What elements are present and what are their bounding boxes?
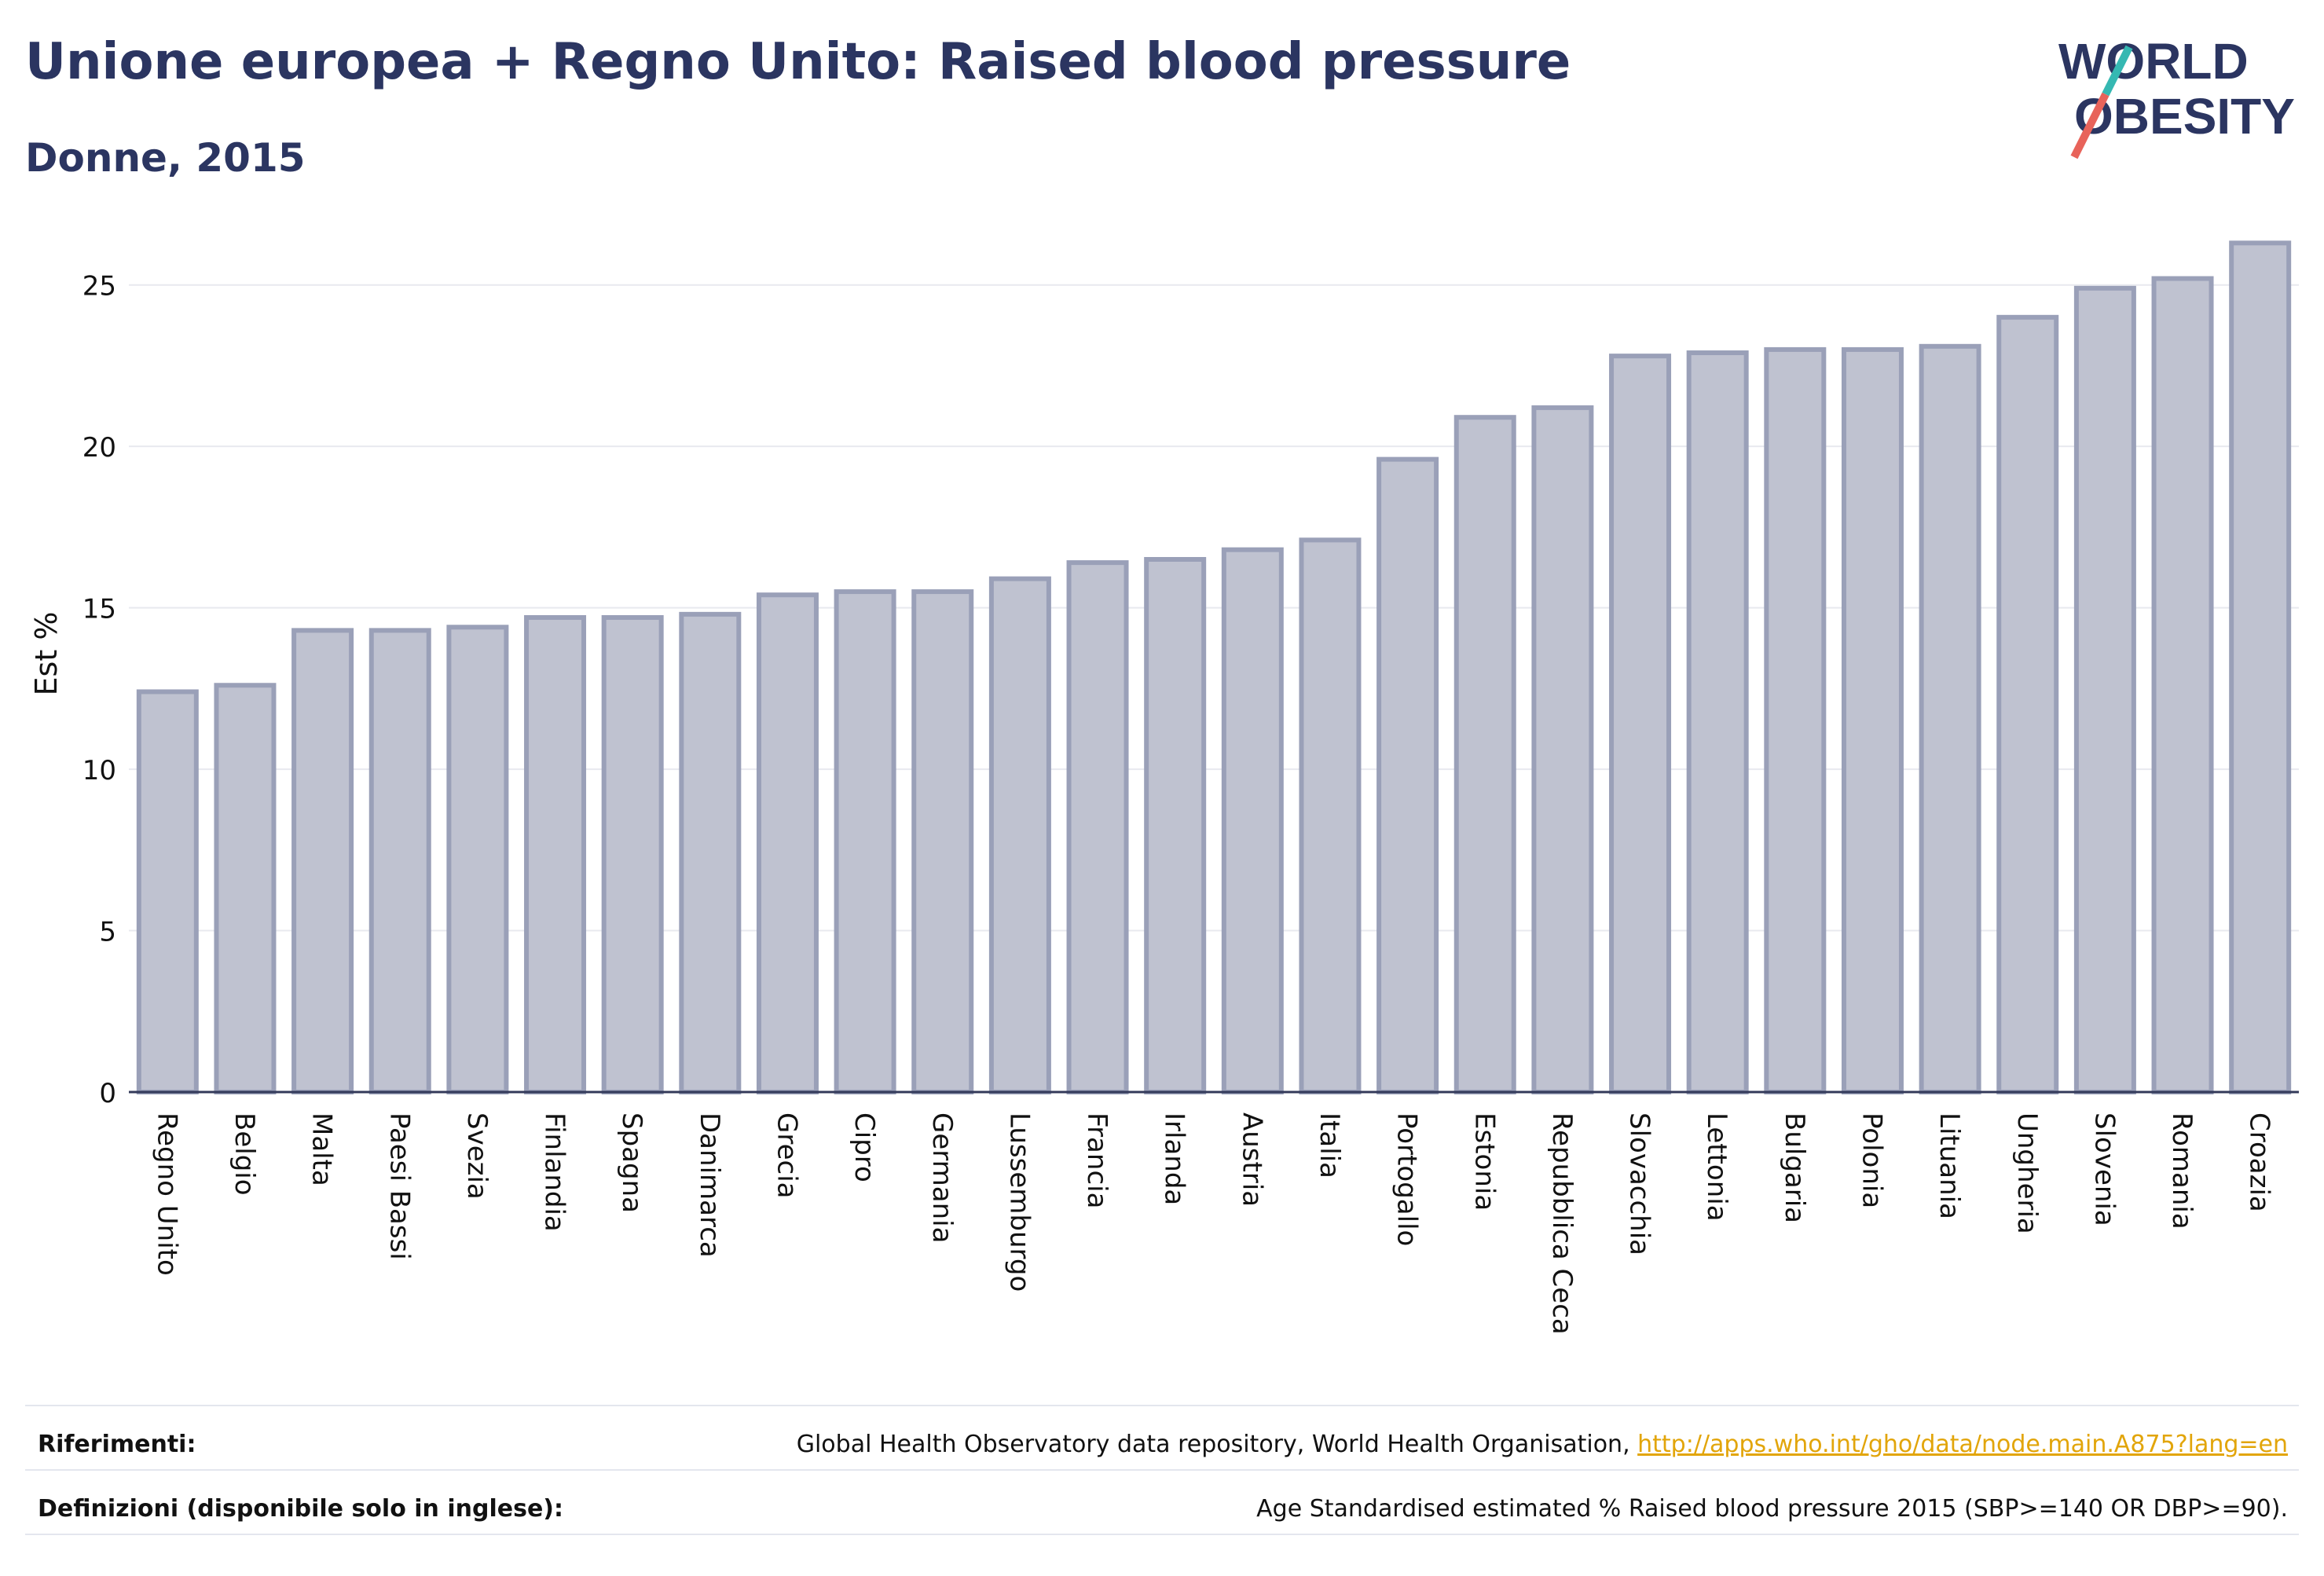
x-tick-label: Estonia bbox=[1468, 1112, 1500, 1211]
x-tick-label: Malta bbox=[306, 1112, 338, 1186]
x-tick-label: Slovenia bbox=[2088, 1112, 2120, 1226]
x-tick-label: Austria bbox=[1236, 1112, 1267, 1207]
bar bbox=[2151, 276, 2214, 1095]
x-tick-label: Italia bbox=[1314, 1112, 1345, 1178]
x-tick-label: Lussemburgo bbox=[1003, 1112, 1035, 1292]
x-tick-label: Lettonia bbox=[1701, 1112, 1732, 1222]
x-tick-label: Svezia bbox=[461, 1112, 493, 1200]
bar bbox=[911, 589, 974, 1094]
x-tick-label: Lituania bbox=[1934, 1112, 1965, 1219]
bar bbox=[1144, 557, 1207, 1094]
definitions-label: Definizioni (disponibile solo in inglese… bbox=[38, 1494, 563, 1523]
x-tick-label: Danimarca bbox=[694, 1112, 725, 1258]
y-tick-label: 5 bbox=[99, 917, 116, 948]
references-link[interactable]: http://apps.who.int/gho/data/node.main.A… bbox=[1637, 1430, 2288, 1458]
bar bbox=[834, 589, 896, 1094]
bar bbox=[136, 689, 199, 1094]
y-tick-label: 15 bbox=[82, 594, 116, 625]
logo-accent-coral bbox=[2070, 92, 2110, 159]
bar bbox=[1299, 537, 1362, 1094]
x-tick-label: Paesi Bassi bbox=[383, 1112, 415, 1260]
footer-divider-middle bbox=[25, 1469, 2299, 1471]
y-tick-label: 25 bbox=[82, 271, 116, 302]
world-obesity-logo: WORLD OBESITY bbox=[2058, 33, 2295, 159]
bar bbox=[291, 628, 354, 1094]
definitions-row: Definizioni (disponibile solo in inglese… bbox=[38, 1485, 2288, 1532]
x-tick-label: Spagna bbox=[616, 1112, 647, 1213]
logo-text-obesity: OBESITY bbox=[2074, 88, 2295, 145]
bar bbox=[1841, 346, 1904, 1094]
y-tick-label: 20 bbox=[82, 432, 116, 464]
definitions-text: Age Standardised estimated % Raised bloo… bbox=[1256, 1494, 2288, 1523]
bar bbox=[2229, 240, 2292, 1094]
bar bbox=[1376, 456, 1439, 1094]
x-tick-label: Bulgaria bbox=[1779, 1112, 1810, 1223]
logo-text-world: WORLD bbox=[2058, 33, 2249, 90]
bar bbox=[1531, 405, 1594, 1094]
bar bbox=[1609, 354, 1672, 1094]
axes: 0 5 10 15 20 25 Regno Unito Belgio Malta Paesi Ba… bbox=[82, 271, 2299, 1335]
bar bbox=[1919, 343, 1981, 1094]
x-tick-label: Repubblica Ceca bbox=[1546, 1112, 1578, 1335]
bar bbox=[1066, 560, 1129, 1094]
x-tick-label: Romania bbox=[2166, 1112, 2198, 1230]
bar bbox=[1764, 346, 1827, 1094]
references-value: Global Health Observatory data repositor… bbox=[797, 1431, 2288, 1458]
references-label: Riferimenti: bbox=[38, 1430, 196, 1458]
x-tick-label: Ungheria bbox=[2011, 1112, 2043, 1234]
y-tick-label: 10 bbox=[82, 755, 116, 786]
bar-chart: 0 5 10 15 20 25 Regno Unito Belgio Malta Paesi Ba… bbox=[29, 240, 2299, 1335]
x-tick-label: Francia bbox=[1081, 1112, 1113, 1208]
x-tick-label: Portogallo bbox=[1391, 1112, 1423, 1246]
x-tick-label: Regno Unito bbox=[151, 1112, 182, 1276]
footer-divider-bottom bbox=[25, 1534, 2299, 1535]
bar bbox=[601, 614, 664, 1094]
chart-title: Unione europea + Regno Unito: Raised blo… bbox=[25, 33, 1571, 91]
references-row: Riferimenti: Global Health Observatory d… bbox=[38, 1420, 2288, 1468]
footer-divider-top bbox=[25, 1405, 2299, 1406]
bar bbox=[368, 628, 431, 1094]
x-tick-label: Irlanda bbox=[1159, 1112, 1190, 1205]
bar bbox=[2073, 285, 2136, 1094]
x-tick-label: Belgio bbox=[229, 1112, 260, 1196]
bar bbox=[446, 625, 509, 1094]
bar bbox=[988, 576, 1051, 1094]
bar bbox=[1453, 415, 1516, 1094]
x-tick-label: Polonia bbox=[1856, 1112, 1887, 1208]
x-tick-label: Germania bbox=[926, 1112, 958, 1243]
x-tick-label: Slovacchia bbox=[1624, 1112, 1655, 1255]
bar bbox=[756, 592, 819, 1094]
logo-accent-teal bbox=[2102, 45, 2133, 97]
chart-subtitle: Donne, 2015 bbox=[25, 135, 306, 181]
x-tick-label: Finlandia bbox=[539, 1112, 570, 1232]
bar bbox=[1221, 547, 1284, 1094]
bar bbox=[214, 683, 277, 1094]
x-tick-label: Cipro bbox=[849, 1112, 880, 1182]
bar bbox=[1686, 350, 1749, 1094]
bar bbox=[679, 611, 742, 1094]
references-text: Global Health Observatory data repositor… bbox=[796, 1430, 1638, 1458]
x-tick-label: Croazia bbox=[2244, 1112, 2275, 1212]
y-tick-label: 0 bbox=[99, 1078, 116, 1109]
bar bbox=[1996, 314, 2059, 1094]
y-axis-label: Est % bbox=[29, 612, 64, 696]
bar bbox=[524, 614, 587, 1094]
x-tick-label: Grecia bbox=[771, 1112, 802, 1198]
bars bbox=[136, 240, 2292, 1095]
